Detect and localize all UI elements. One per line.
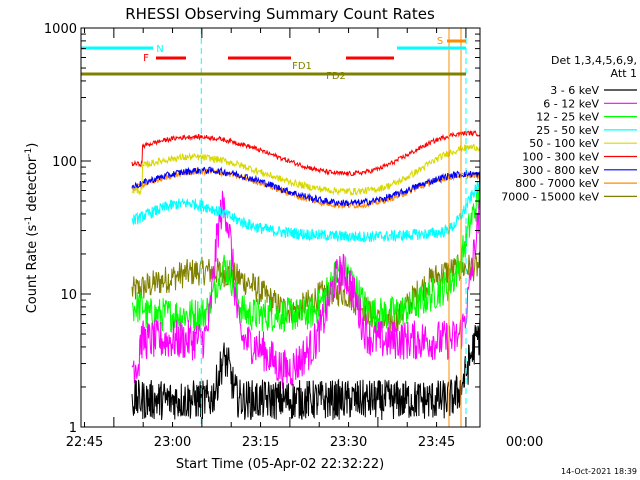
- flag-label: F: [143, 53, 149, 64]
- legend-header: Det 1,3,4,5,6,9,: [551, 54, 637, 67]
- series-line: [131, 143, 480, 197]
- x-tick-label: 23:30: [330, 435, 367, 450]
- plot-frame: [80, 27, 481, 428]
- y-axis-label: Count Rate (s-1 detector-1): [24, 143, 40, 314]
- flag-label: S: [437, 36, 443, 47]
- legend-entry-label: 7000 - 15000 keV: [501, 190, 599, 203]
- series-line: [131, 190, 480, 390]
- x-tick-label: 23:45: [418, 435, 455, 450]
- flag-label: N: [156, 44, 163, 55]
- y-tick-label: 1000: [44, 22, 77, 37]
- legend-entry-label: 25 - 50 keV: [536, 124, 599, 137]
- series-line: [131, 180, 480, 243]
- x-axis-label: Start Time (05-Apr-02 22:32:22): [176, 457, 384, 472]
- timestamp: 14-Oct-2021 18:39: [561, 467, 637, 476]
- x-tick-labels: 22:45 23:00 23:15 23:30 23:45 00:00: [66, 435, 544, 450]
- series-line: [131, 317, 480, 421]
- x-tick-label: 23:15: [242, 435, 279, 450]
- y-tick-label: 10: [60, 288, 77, 303]
- legend-entry-label: 50 - 100 keV: [529, 137, 599, 150]
- legend-header: Att 1: [611, 67, 637, 80]
- flag-label: FD2: [326, 71, 346, 82]
- y-tick-label: 100: [52, 155, 77, 170]
- legend-entry-label: 100 - 300 keV: [522, 151, 599, 164]
- chart-title: RHESSI Observing Summary Count Rates: [125, 5, 435, 23]
- legend-entry-label: 12 - 25 keV: [536, 111, 599, 124]
- legend-entry-label: 800 - 7000 keV: [515, 177, 599, 190]
- y-tick-label: 1: [69, 421, 77, 436]
- series-line: [131, 166, 480, 207]
- flag-label: FD1: [292, 61, 312, 72]
- legend-entry-label: 6 - 12 keV: [543, 97, 599, 110]
- legend-entry-label: 300 - 800 keV: [522, 164, 599, 177]
- x-tick-label: 00:00: [506, 435, 543, 450]
- legend-entry-label: 3 - 6 keV: [550, 84, 599, 97]
- x-tick-label: 22:45: [66, 435, 103, 450]
- y-tick-labels: 1 10 100 1000: [44, 22, 77, 436]
- x-tick-label: 23:00: [154, 435, 191, 450]
- axis-ticks: [81, 28, 480, 428]
- series-line: [131, 130, 480, 178]
